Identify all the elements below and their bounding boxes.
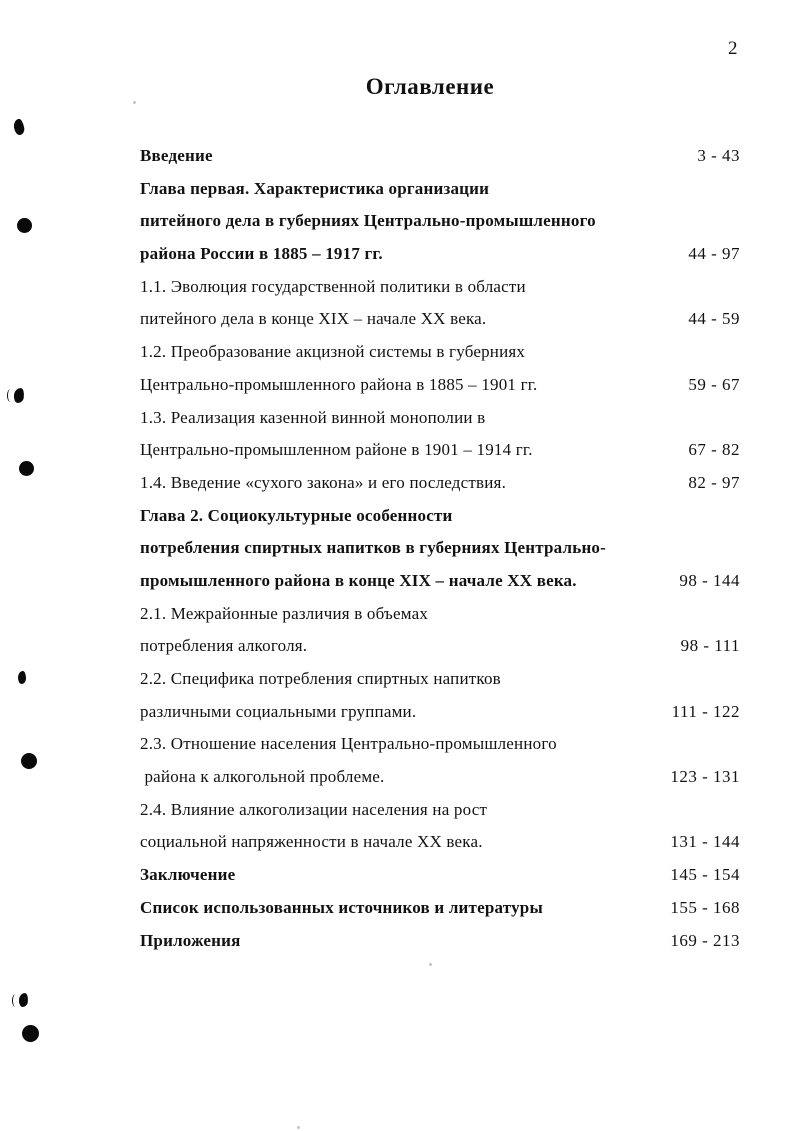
toc-line: Заключение 145 - 154 xyxy=(140,859,740,892)
toc-entry-pages: 145 - 154 xyxy=(670,865,740,885)
toc-entry-text: Центрально-промышленного района в 1885 –… xyxy=(140,374,538,394)
toc-entry-pages: 155 - 168 xyxy=(670,897,740,917)
toc-line: 1.2. Преобразование акцизной системы в г… xyxy=(140,336,740,369)
toc-line: 1.1. Эволюция государственной политики в… xyxy=(140,271,740,304)
toc-line: различными социальными группами. 111 - 12… xyxy=(140,696,740,729)
toc-entry-text: 1.4. Введение «сухого закона» и его посл… xyxy=(140,472,507,492)
toc-line: Центрально-промышленном районе в 1901 – … xyxy=(140,434,740,467)
scan-mark-artifact xyxy=(12,994,19,1007)
toc-entry-pages: 111 - 122 xyxy=(671,701,740,721)
toc-line: Глава 2. Социокультурные особенности xyxy=(140,500,740,533)
toc-entry-pages: 44 - 59 xyxy=(688,309,740,329)
toc-entry-pages: 59 - 67 xyxy=(688,374,740,394)
toc-entry-text: района к алкогольной проблеме. xyxy=(140,767,385,787)
toc-line: социальной напряженности в начале XX век… xyxy=(140,826,740,859)
toc-line: потребления алкоголя. 98 - 111 xyxy=(140,630,740,663)
toc-line: Введение 3 - 43 xyxy=(140,140,740,173)
toc-entry-pages: 169 - 213 xyxy=(670,930,740,950)
toc-entry-text: потребления спиртных напитков в губерния… xyxy=(140,538,606,558)
toc-entry-text: Центрально-промышленном районе в 1901 – … xyxy=(140,440,533,460)
toc-entry-text: Глава 2. Социокультурные особенности xyxy=(140,505,453,525)
toc-line: 1.3. Реализация казенной винной монополи… xyxy=(140,402,740,435)
toc-entry-text: 1.2. Преобразование акцизной системы в г… xyxy=(140,342,526,362)
toc-line: 1.4. Введение «сухого закона» и его посл… xyxy=(140,467,740,500)
toc-line: питейного дела в конце XIX – начале XX в… xyxy=(140,303,740,336)
toc-entry-pages: 44 - 97 xyxy=(688,244,740,264)
toc-entry-text: потребления алкоголя. xyxy=(140,636,308,656)
toc-entry-text: питейного дела в конце XIX – начале XX в… xyxy=(140,309,487,329)
page-number: 2 xyxy=(728,38,738,59)
page-title: Оглавление xyxy=(365,74,495,99)
toc-line: района к алкогольной проблеме. 123 - 131 xyxy=(140,761,740,794)
toc-line: потребления спиртных напитков в губерния… xyxy=(140,532,740,565)
toc-line: 2.2. Специфика потребления спиртных напи… xyxy=(140,663,740,696)
toc-entry-pages: 98 - 144 xyxy=(679,570,740,590)
scan-microspeck-artifact xyxy=(429,963,432,966)
toc-entry-text: 2.1. Межрайонные различия в объемах xyxy=(140,603,429,623)
scan-dot-artifact xyxy=(17,218,32,233)
toc-entry-text: района России в 1885 – 1917 гг. xyxy=(140,244,383,264)
toc-entry-text: различными социальными группами. xyxy=(140,701,417,721)
toc-line: 2.3. Отношение населения Центрально-пром… xyxy=(140,728,740,761)
toc-line: Глава первая. Характеристика организации xyxy=(140,173,740,206)
toc-entry-text: Список использованных источников и литер… xyxy=(140,897,543,917)
toc-entry-text: Приложения xyxy=(140,930,241,950)
toc-entry-pages: 67 - 82 xyxy=(688,440,740,460)
toc-entry-text: промышленного района в конце XIX – начал… xyxy=(140,570,577,590)
scan-microspeck-artifact xyxy=(297,1126,300,1129)
toc-entry-text: Введение xyxy=(140,146,213,165)
toc-line: Приложения 169 - 213 xyxy=(140,925,740,958)
toc-entry-pages: 98 - 111 xyxy=(680,636,740,656)
toc-entry-text: Глава первая. Характеристика организации xyxy=(140,178,490,198)
scan-microspeck-artifact xyxy=(133,101,136,104)
toc-entry-pages: 123 - 131 xyxy=(670,767,740,787)
table-of-contents: Введение 3 - 43 Глава первая. Характеристи… xyxy=(140,140,740,957)
toc-entry-text: 1.1. Эволюция государственной политики в… xyxy=(140,276,526,296)
toc-line: питейного дела в губерниях Центрально-пр… xyxy=(140,205,740,238)
scan-speck-artifact xyxy=(18,671,26,684)
scan-speck-artifact xyxy=(13,387,25,404)
toc-entry-pages: 3 - 43 xyxy=(697,146,740,165)
toc-entry-text: питейного дела в губерниях Центрально-пр… xyxy=(140,211,596,231)
toc-entry-text: социальной напряженности в начале XX век… xyxy=(140,832,483,852)
toc-line: района России в 1885 – 1917 гг. 44 - 97 xyxy=(140,238,740,271)
scan-mark-artifact xyxy=(7,389,14,402)
toc-entry-text: 1.3. Реализация казенной винной монополи… xyxy=(140,407,486,427)
scan-dot-artifact xyxy=(21,753,37,769)
scan-speck-artifact xyxy=(18,992,29,1008)
scan-dot-artifact xyxy=(19,461,34,476)
toc-line: 2.4. Влияние алкоголизации населения на … xyxy=(140,794,740,827)
toc-entry-text: 2.4. Влияние алкоголизации населения на … xyxy=(140,799,488,819)
toc-line: 2.1. Межрайонные различия в объемах xyxy=(140,598,740,631)
toc-line: Список использованных источников и литер… xyxy=(140,892,740,925)
toc-line: промышленного района в конце XIX – начал… xyxy=(140,565,740,598)
toc-line: Центрально-промышленного района в 1885 –… xyxy=(140,369,740,402)
scan-speck-artifact xyxy=(12,118,26,136)
toc-entry-text: 2.3. Отношение населения Центрально-пром… xyxy=(140,734,557,754)
toc-entry-pages: 131 - 144 xyxy=(670,832,740,852)
toc-entry-text: Заключение xyxy=(140,865,236,885)
toc-entry-pages: 82 - 97 xyxy=(688,472,740,492)
scan-dot-artifact xyxy=(22,1025,39,1042)
toc-entry-text: 2.2. Специфика потребления спиртных напи… xyxy=(140,669,501,688)
